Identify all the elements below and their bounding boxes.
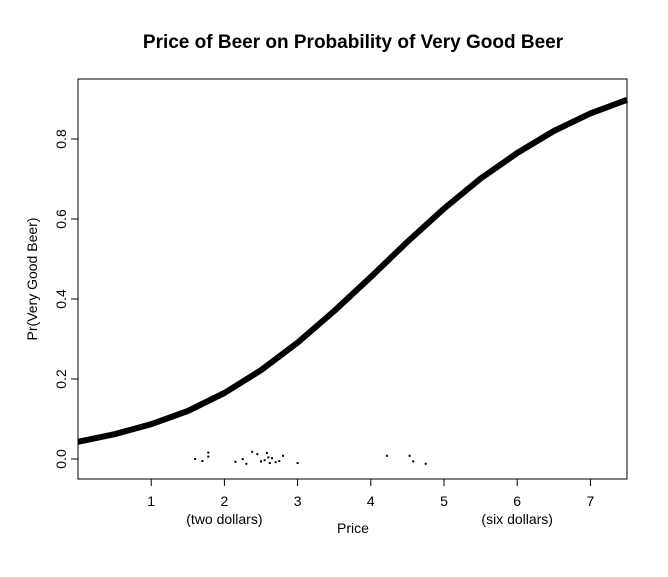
data-point: [245, 462, 248, 465]
data-point: [424, 462, 427, 465]
data-point: [251, 450, 254, 453]
y-tick-label: 0.6: [53, 209, 69, 229]
x-annotation-six-dollars: (six dollars): [481, 511, 553, 527]
x-axis-label: Price: [337, 520, 369, 536]
x-annotation-two-dollars: (two dollars): [186, 511, 262, 527]
data-point: [207, 455, 210, 458]
data-point: [241, 458, 244, 460]
y-tick-label: 0.4: [53, 289, 69, 309]
x-axis: 1 2 3 4 5 6 7: [147, 479, 595, 509]
data-point: [256, 453, 259, 456]
y-tick-label: 0.0: [53, 449, 69, 469]
x-tick-label: 7: [587, 493, 595, 509]
data-point: [270, 457, 273, 460]
y-axis: 0.0 0.2 0.4 0.6 0.8: [53, 129, 78, 469]
fitted-curve: [77, 96, 629, 445]
data-point: [265, 452, 268, 454]
data-point: [274, 461, 277, 464]
data-point: [385, 454, 388, 457]
x-tick-label: 2: [221, 493, 229, 509]
x-tick-label: 3: [294, 493, 302, 509]
data-point: [234, 460, 237, 463]
x-tick-label: 6: [513, 493, 521, 509]
data-point: [281, 454, 284, 457]
plot-frame: [77, 78, 628, 480]
y-tick-label: 0.2: [53, 369, 69, 389]
y-axis-label: Pr(Very Good Beer): [24, 218, 40, 341]
x-tick-label: 1: [147, 493, 155, 509]
data-point: [412, 460, 415, 463]
data-point: [267, 456, 270, 459]
data-point: [278, 460, 281, 462]
data-point: [408, 454, 411, 457]
data-point: [268, 462, 271, 464]
data-point: [207, 451, 210, 454]
x-tick-label: 5: [440, 493, 448, 509]
data-points: [194, 450, 427, 465]
y-tick-label: 0.8: [53, 129, 69, 149]
data-point: [296, 462, 299, 464]
data-point: [194, 458, 197, 460]
data-point: [263, 459, 266, 462]
x-tick-label: 4: [367, 493, 375, 509]
chart-title: Price of Beer on Probability of Very Goo…: [143, 32, 564, 53]
data-point: [260, 460, 262, 463]
data-point: [201, 460, 204, 462]
